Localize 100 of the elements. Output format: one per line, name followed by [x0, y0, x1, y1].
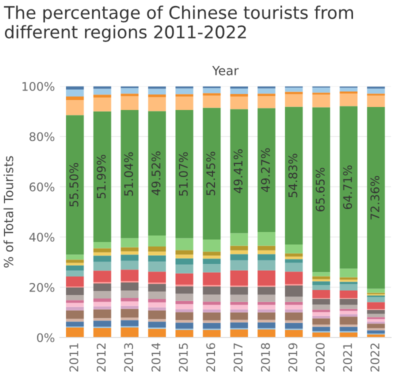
bar	[93, 320, 112, 327]
bar	[120, 301, 139, 306]
bar	[230, 322, 248, 328]
bar	[258, 309, 276, 312]
bar	[258, 286, 276, 295]
bar	[93, 262, 112, 271]
bar	[66, 322, 84, 326]
bar	[258, 246, 276, 250]
bar	[66, 86, 84, 90]
bar	[258, 312, 276, 320]
x-tick-label: 2021	[343, 343, 352, 372]
bar	[148, 322, 166, 328]
bar	[66, 260, 84, 263]
bar	[367, 324, 385, 328]
bar	[93, 86, 112, 89]
bar	[367, 106, 385, 289]
bar	[175, 264, 194, 274]
bar	[258, 322, 276, 328]
bar	[258, 270, 276, 286]
bar	[202, 286, 221, 295]
bar	[120, 251, 139, 255]
bar	[258, 329, 276, 338]
bar	[120, 254, 139, 261]
bar	[230, 294, 248, 302]
bar	[202, 264, 221, 272]
bar	[312, 272, 330, 276]
bar	[367, 302, 385, 310]
bar	[312, 281, 330, 285]
bar	[175, 294, 194, 301]
bar	[175, 309, 194, 312]
x-axis-title: Year	[212, 66, 239, 76]
bar	[66, 90, 84, 97]
bar	[284, 262, 303, 272]
bar	[230, 309, 248, 312]
bar	[148, 307, 166, 310]
bar	[175, 304, 194, 310]
bar	[93, 306, 112, 310]
bar	[120, 260, 139, 270]
bar	[175, 88, 194, 94]
bar	[93, 328, 112, 338]
bar	[120, 94, 139, 96]
bar	[120, 282, 139, 291]
x-tick-label: 2014	[152, 343, 160, 372]
bar	[202, 96, 221, 108]
bar	[148, 235, 166, 247]
bar	[93, 318, 112, 321]
bar	[175, 322, 194, 329]
bar	[258, 108, 276, 232]
bar	[367, 319, 385, 322]
bar	[312, 290, 330, 298]
bar	[66, 276, 84, 286]
bar	[66, 96, 84, 100]
bar	[258, 94, 276, 96]
bar	[258, 320, 276, 322]
bar	[284, 92, 303, 94]
bar	[312, 88, 330, 93]
bar	[202, 309, 221, 312]
bar	[175, 330, 194, 338]
x-tick-label: 2013	[124, 343, 134, 372]
bar	[66, 318, 84, 322]
y-tick-label: 20%	[30, 282, 54, 292]
bar	[258, 254, 276, 260]
x-tick-label: 2015	[178, 343, 188, 372]
bar	[284, 259, 303, 263]
bar	[284, 320, 303, 323]
bar	[258, 302, 276, 305]
bar	[284, 88, 303, 92]
bar	[202, 252, 221, 256]
data-label: 72.36%	[370, 176, 380, 220]
bar	[284, 106, 303, 245]
bar	[93, 88, 112, 95]
bar	[312, 304, 330, 310]
bar	[148, 299, 166, 302]
y-tick-label: 60%	[30, 182, 54, 192]
bar	[66, 288, 84, 296]
bar	[284, 272, 303, 284]
bar	[148, 246, 166, 252]
bar	[312, 298, 330, 305]
bar	[367, 96, 385, 107]
bar	[367, 297, 385, 302]
data-label: 54.83%	[288, 154, 298, 198]
bar	[175, 286, 194, 294]
bar	[367, 310, 385, 314]
bar	[202, 258, 221, 264]
bar	[93, 309, 112, 318]
bar	[66, 254, 84, 260]
x-tick-label: 2011	[69, 343, 78, 372]
bar	[66, 262, 84, 266]
data-label: 49.27%	[260, 148, 270, 192]
bar	[340, 94, 358, 106]
bar	[148, 292, 166, 300]
y-tick-label: 40%	[29, 232, 54, 242]
bar	[230, 312, 248, 320]
bar	[230, 320, 248, 322]
data-label: 51.99%	[96, 154, 106, 198]
bar	[340, 277, 358, 280]
bar	[340, 298, 358, 305]
bar	[148, 252, 166, 256]
bar	[120, 247, 139, 252]
bar	[284, 253, 303, 257]
